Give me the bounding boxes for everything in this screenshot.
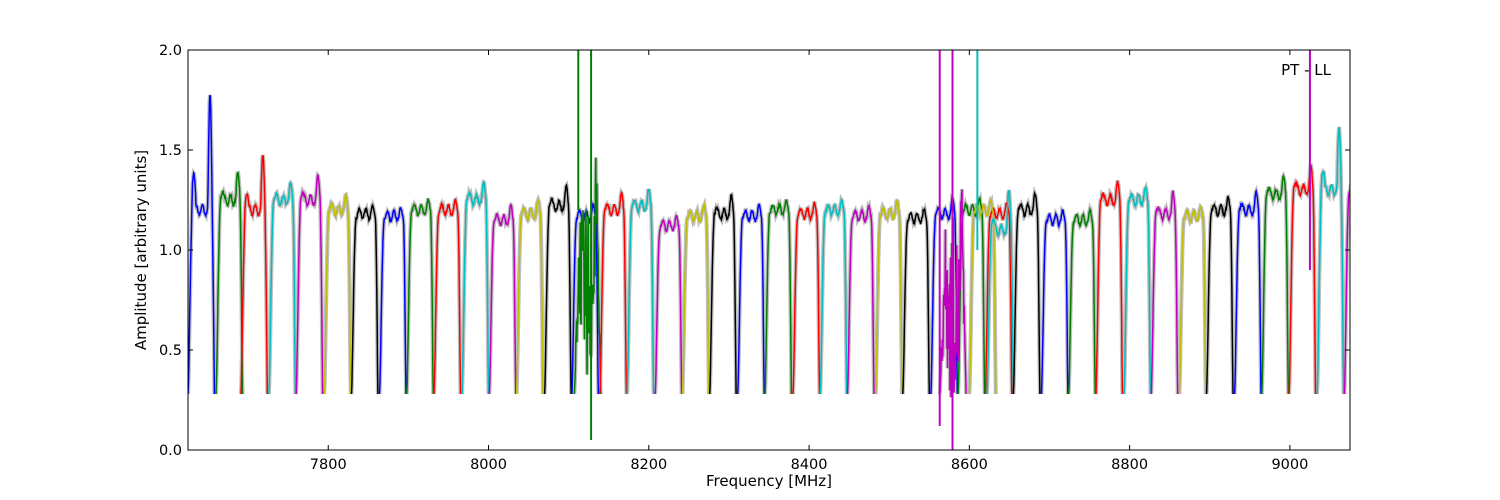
series-line xyxy=(599,190,628,395)
series-line xyxy=(1316,127,1345,395)
series-group xyxy=(188,94,1399,398)
series-line xyxy=(573,157,602,395)
y-tick-label: 1.5 xyxy=(159,143,182,159)
series-line xyxy=(1343,185,1350,395)
series-line xyxy=(1150,190,1179,395)
series-line xyxy=(350,202,379,395)
spike-group xyxy=(577,50,1311,450)
x-axis-ticks: 7800 8000 8200 8400 8600 8800 9000 xyxy=(310,50,1308,473)
series-line xyxy=(874,199,903,395)
series-line xyxy=(626,188,655,395)
series-line xyxy=(515,197,544,395)
series-line xyxy=(1372,147,1399,394)
series-line xyxy=(215,171,244,395)
series-line xyxy=(819,197,848,395)
x-tick-label: 9000 xyxy=(1271,457,1308,473)
x-tick-label: 8400 xyxy=(791,457,828,473)
x-tick-label: 7800 xyxy=(310,457,347,473)
series-line xyxy=(1178,205,1207,395)
series-line xyxy=(1233,188,1262,395)
y-axis-label: Amplitude [arbitrary units] xyxy=(132,150,150,350)
x-tick-label: 8600 xyxy=(951,457,988,473)
series-line xyxy=(240,155,269,395)
series-line xyxy=(1123,185,1152,395)
series-line xyxy=(1067,206,1096,395)
background-trace xyxy=(238,154,270,395)
y-tick-label: 2.0 xyxy=(159,43,182,59)
series-line xyxy=(543,183,572,395)
x-axis-label: Frequency [MHz] xyxy=(706,472,832,490)
background-trace xyxy=(1372,147,1399,394)
y-axis-ticks: 0.0 0.5 1.0 1.5 2.0 xyxy=(159,43,1350,459)
series-line xyxy=(488,203,517,395)
series-line xyxy=(378,207,407,395)
series-line xyxy=(1205,195,1234,395)
background-trace xyxy=(1315,126,1346,395)
series-line xyxy=(188,94,216,395)
series-line xyxy=(433,198,462,395)
series-line xyxy=(681,201,710,395)
series-line xyxy=(406,198,434,395)
series-line xyxy=(1040,208,1069,395)
series-line xyxy=(986,189,1015,395)
y-tick-label: 0.5 xyxy=(159,343,182,359)
series-line xyxy=(654,214,683,395)
series-line xyxy=(902,206,931,395)
series-line xyxy=(295,173,324,395)
series-line xyxy=(736,203,765,395)
background-trace xyxy=(188,94,217,395)
series-line xyxy=(792,201,821,395)
series-line xyxy=(1288,164,1317,395)
series-line xyxy=(1261,174,1290,395)
series-line xyxy=(846,203,875,395)
series-line xyxy=(1012,190,1041,395)
series-line xyxy=(764,199,793,395)
series-line xyxy=(968,197,997,395)
series-line xyxy=(1095,180,1124,395)
series-line xyxy=(268,181,297,395)
y-tick-label: 0.0 xyxy=(159,443,182,459)
series-line xyxy=(461,181,490,395)
series-line xyxy=(323,193,352,395)
x-tick-label: 8000 xyxy=(470,457,507,473)
x-tick-label: 8200 xyxy=(630,457,667,473)
series-line xyxy=(571,202,600,395)
x-tick-label: 8800 xyxy=(1111,457,1148,473)
series-line xyxy=(708,193,737,395)
plot-annotation: PT - LL xyxy=(1281,61,1332,79)
y-tick-label: 1.0 xyxy=(159,243,182,259)
